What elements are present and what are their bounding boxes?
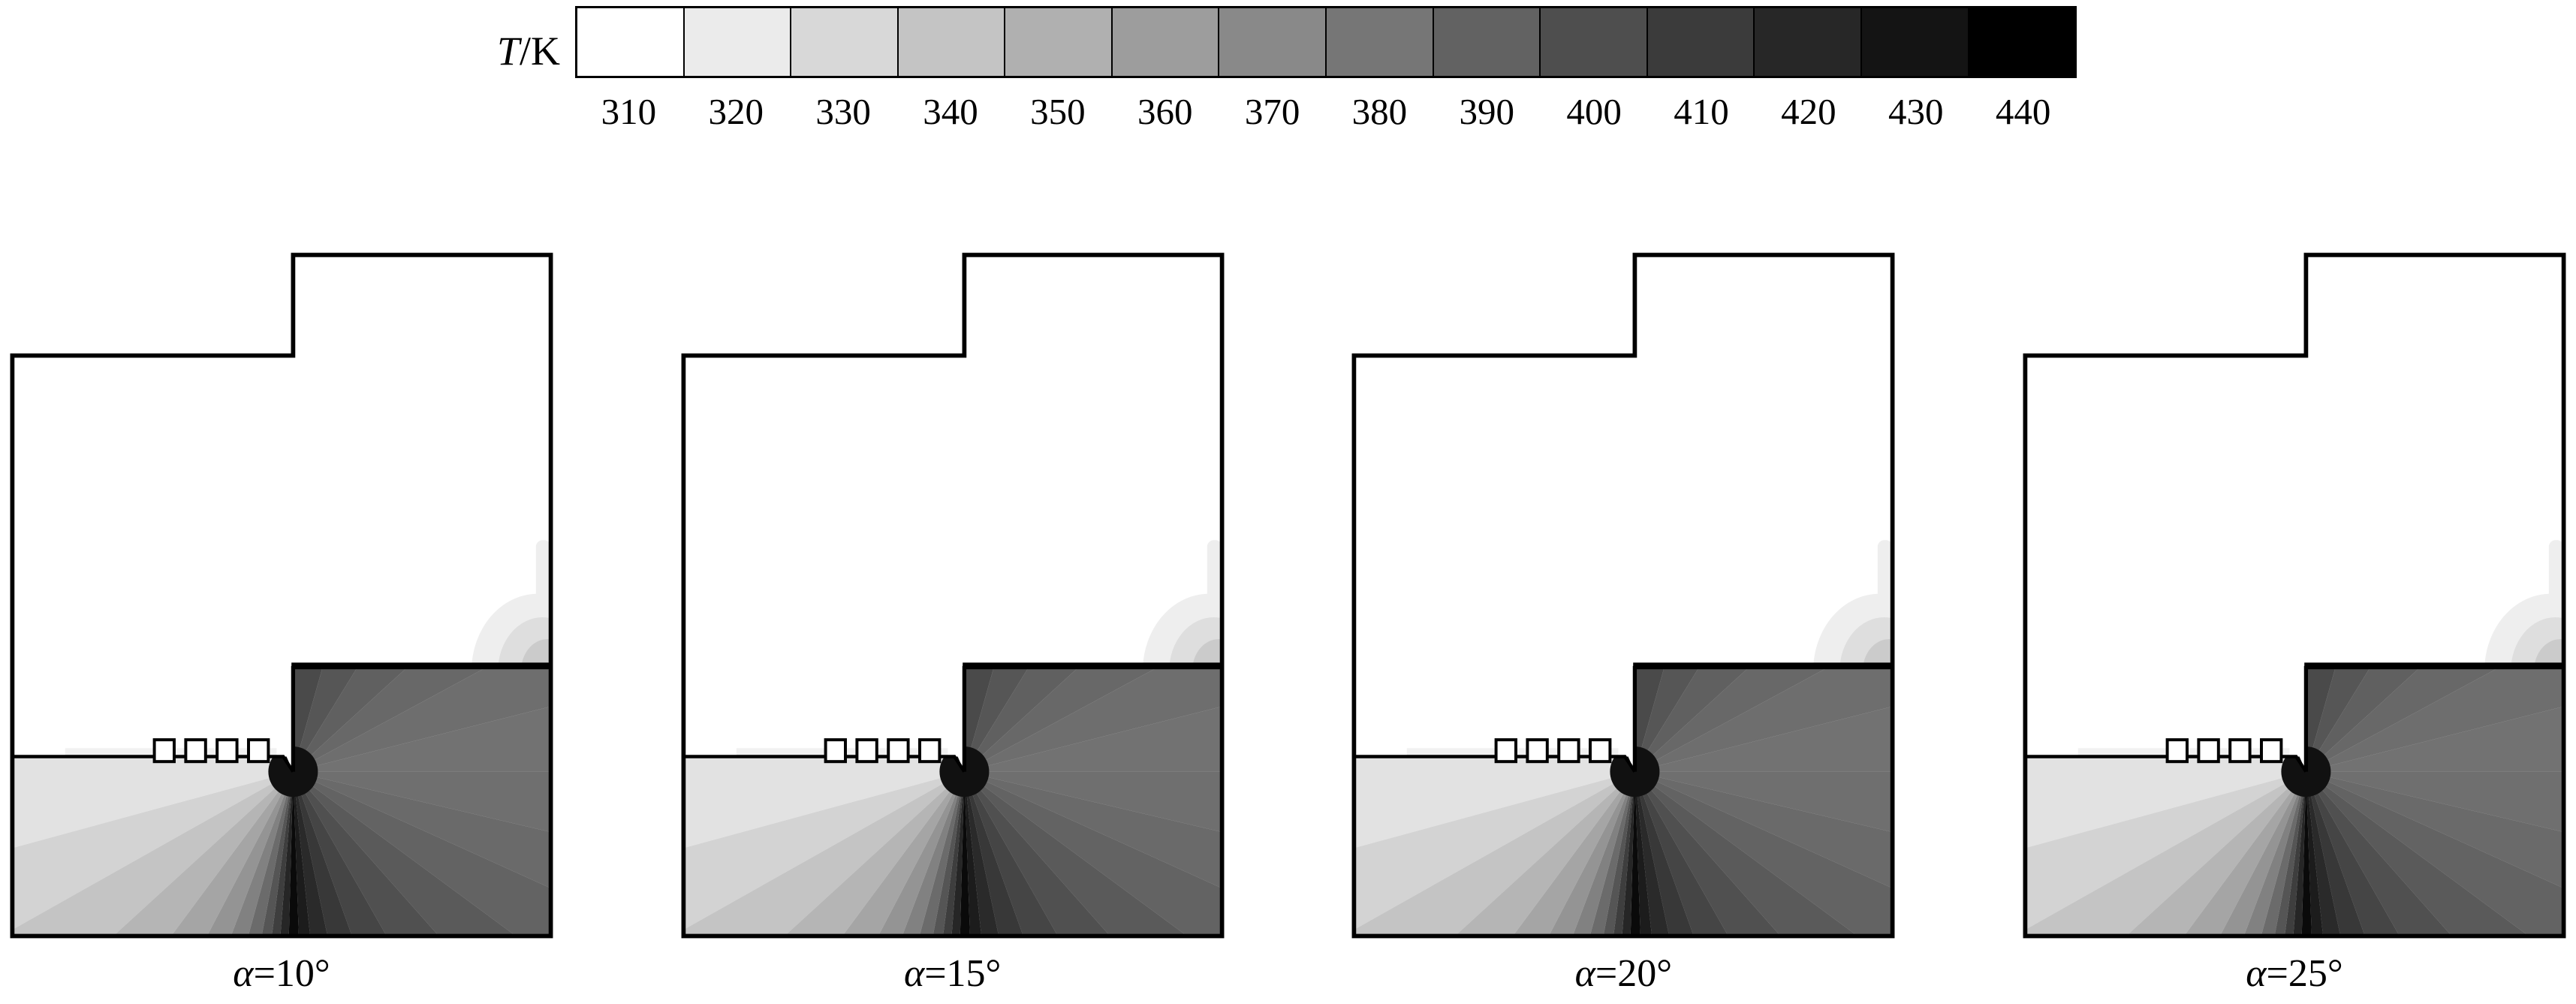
panels-row: α=10° α=15° α=20° α=25° — [0, 252, 2576, 996]
colorbar-tick: 360 — [1137, 91, 1193, 132]
contour-plot-2 — [680, 252, 1225, 939]
colorbar-tick: 430 — [1888, 91, 1944, 132]
colorbar-cell — [1646, 8, 1754, 76]
colorbar-cell — [1967, 8, 2075, 76]
colorbar-title-unit: /K — [520, 29, 560, 74]
colorbar-tick: 410 — [1674, 91, 1729, 132]
colorbar-tick: 320 — [708, 91, 764, 132]
contour-panel-1: α=10° — [9, 252, 554, 996]
colorbar — [575, 6, 2077, 78]
contour-panel-3: α=20° — [1351, 252, 1896, 996]
colorbar-tick: 370 — [1244, 91, 1300, 132]
panel-label-value: =25° — [2266, 952, 2343, 995]
colorbar-cell — [682, 8, 791, 76]
contour-field-svg — [10, 252, 553, 939]
panel-label-1: α=10° — [9, 951, 554, 996]
panel-label-3: α=20° — [1351, 951, 1896, 996]
colorbar-tick: 380 — [1351, 91, 1408, 132]
colorbar-tick: 390 — [1459, 91, 1515, 132]
colorbar-tick-row: 310 320 330 340 350 360 370 380 390 400 410 420 430 4… — [575, 90, 2077, 138]
contour-field-svg — [1351, 252, 1895, 939]
contour-field-svg — [681, 252, 1225, 939]
colorbar-cell — [1218, 8, 1326, 76]
colorbar-cell — [1110, 8, 1219, 76]
colorbar-title: T/K — [323, 15, 560, 87]
colorbar-tick: 400 — [1566, 91, 1622, 132]
colorbar-title-symbol: T — [496, 29, 520, 74]
contour-panel-2: α=15° — [680, 252, 1225, 996]
contour-plot-4 — [2022, 252, 2567, 939]
colorbar-cell — [577, 8, 683, 76]
contour-plot-3 — [1351, 252, 1896, 939]
panel-label-value: =10° — [253, 952, 330, 995]
colorbar-tick: 440 — [1995, 91, 2051, 132]
colorbar-cell — [896, 8, 1005, 76]
panel-label-4: α=25° — [2022, 951, 2567, 996]
panel-label-2: α=15° — [680, 951, 1225, 996]
contour-panel-4: α=25° — [2022, 252, 2567, 996]
contour-field-svg — [2023, 252, 2566, 939]
colorbar-tick: 330 — [815, 91, 871, 132]
colorbar-tick: 340 — [923, 91, 978, 132]
panel-label-symbol: α — [903, 952, 925, 995]
panel-label-value: =15° — [924, 952, 1002, 995]
panel-label-symbol: α — [2246, 952, 2267, 995]
panel-label-symbol: α — [233, 952, 254, 995]
colorbar-tick: 420 — [1781, 91, 1836, 132]
colorbar-cell — [1325, 8, 1433, 76]
colorbar-cell — [1753, 8, 1860, 76]
panel-label-value: =20° — [1595, 952, 1673, 995]
colorbar-cell — [1432, 8, 1540, 76]
colorbar-cell — [1004, 8, 1111, 76]
colorbar-cell — [790, 8, 897, 76]
colorbar-tick: 350 — [1030, 91, 1086, 132]
panel-label-symbol: α — [1574, 952, 1595, 995]
colorbar-cell — [1539, 8, 1647, 76]
colorbar-tick: 310 — [601, 91, 657, 132]
contour-plot-1 — [9, 252, 554, 939]
colorbar-cell — [1860, 8, 1968, 76]
